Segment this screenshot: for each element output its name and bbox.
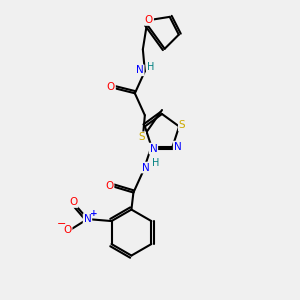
Text: N: N <box>149 144 157 154</box>
Text: −: − <box>57 219 66 229</box>
Text: N: N <box>142 163 149 172</box>
Text: H: H <box>147 62 155 72</box>
Text: N: N <box>174 142 182 152</box>
Text: O: O <box>69 197 78 207</box>
Text: O: O <box>145 15 153 25</box>
Text: S: S <box>139 132 145 142</box>
Text: O: O <box>63 225 72 235</box>
Text: +: + <box>90 208 97 217</box>
Text: O: O <box>105 181 113 190</box>
Text: S: S <box>179 120 185 130</box>
Text: O: O <box>107 82 115 92</box>
Text: H: H <box>152 158 159 168</box>
Text: N: N <box>136 65 144 75</box>
Text: N: N <box>84 214 92 224</box>
